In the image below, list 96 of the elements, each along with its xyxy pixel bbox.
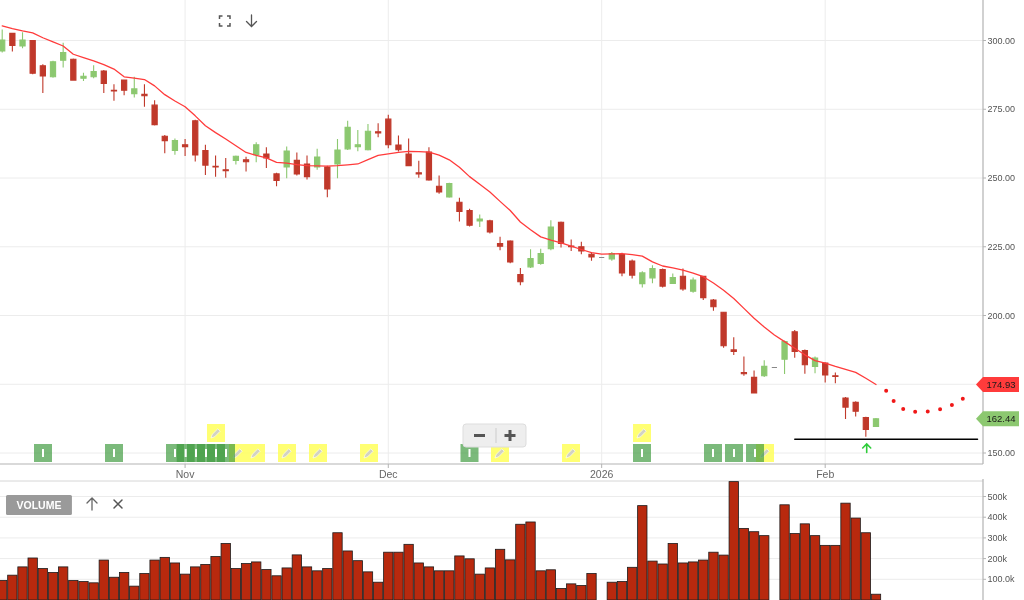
candlestick xyxy=(689,277,697,294)
candlestick xyxy=(131,76,138,98)
candlestick xyxy=(822,361,829,384)
y-tick-label: 300k xyxy=(987,533,1008,544)
candlestick xyxy=(9,32,16,53)
candlestick xyxy=(19,31,26,49)
y-tick-label: 100.0k xyxy=(987,574,1016,585)
candlestick xyxy=(161,134,168,154)
candlestick xyxy=(517,267,524,286)
candlestick xyxy=(791,329,798,359)
candlestick xyxy=(354,129,361,152)
candlestick xyxy=(222,157,229,179)
y-tick-label: 400k xyxy=(987,512,1008,523)
text: 162.44 xyxy=(986,413,1016,425)
candlestick xyxy=(283,145,290,179)
candlestick xyxy=(750,369,758,395)
candlestick xyxy=(435,174,443,195)
candlestick xyxy=(80,72,87,82)
candlestick xyxy=(862,416,869,438)
candlestick xyxy=(649,264,656,284)
candlestick xyxy=(446,182,453,199)
candlestick xyxy=(171,137,179,156)
text: VOLUME xyxy=(16,498,62,511)
candlestick xyxy=(639,270,646,288)
candlestick xyxy=(761,359,768,378)
y-tick-label: 300.00 xyxy=(987,35,1016,46)
candlestick xyxy=(456,197,463,222)
candlestick xyxy=(527,248,534,269)
candlestick xyxy=(293,151,300,177)
candlestick xyxy=(120,79,128,96)
candlestick xyxy=(720,311,727,349)
candlestick xyxy=(181,138,189,157)
y-tick-label: 200k xyxy=(987,553,1008,564)
candlestick xyxy=(263,146,270,169)
y-tick-label: 200.00 xyxy=(987,310,1016,321)
candlestick xyxy=(110,83,118,102)
candlestick xyxy=(395,134,402,153)
candlestick xyxy=(242,156,250,172)
candlestick xyxy=(29,39,36,75)
candlestick xyxy=(679,267,687,292)
candlestick xyxy=(618,252,626,277)
candlestick xyxy=(730,336,737,356)
candlestick xyxy=(669,272,676,285)
candlestick xyxy=(476,214,483,228)
candlestick xyxy=(90,64,97,79)
candlestick xyxy=(659,267,666,288)
candlestick xyxy=(842,396,849,420)
candlestick xyxy=(507,239,514,264)
text: 174.93 xyxy=(986,378,1016,390)
y-tick-label: 275.00 xyxy=(987,104,1016,115)
y-tick-label: 250.00 xyxy=(987,173,1016,184)
y-tick-label: 150.00 xyxy=(987,448,1016,459)
candlestick xyxy=(537,248,544,266)
candlestick xyxy=(832,371,839,384)
line-series xyxy=(1,25,877,386)
candlestick xyxy=(70,57,77,82)
x-tick-label: Nov xyxy=(175,468,196,480)
candlestick xyxy=(100,69,107,94)
candlestick xyxy=(202,144,209,176)
candlestick xyxy=(60,42,67,68)
candlestick xyxy=(385,114,392,149)
candlestick xyxy=(710,298,717,312)
x-tick-label: 2026 xyxy=(589,468,614,480)
candlestick xyxy=(303,154,311,180)
candlestick xyxy=(547,219,555,251)
y-tick-label: 500k xyxy=(987,491,1008,502)
candlestick xyxy=(232,154,240,166)
candlestick xyxy=(872,417,880,428)
candlestick xyxy=(273,172,280,187)
candlestick xyxy=(212,154,219,178)
candlestick xyxy=(700,275,707,301)
candlestick xyxy=(39,63,46,94)
candlestick xyxy=(781,339,788,375)
candlestick xyxy=(801,349,809,375)
candlestick xyxy=(852,400,859,417)
candlestick xyxy=(192,119,199,163)
candlestick xyxy=(496,236,504,251)
candlestick xyxy=(415,160,422,179)
y-tick-label: 225.00 xyxy=(987,241,1016,252)
candlestick xyxy=(588,251,595,262)
candlestick xyxy=(364,123,372,152)
candlestick xyxy=(344,120,351,151)
candlestick xyxy=(253,141,260,163)
x-tick-label: Feb xyxy=(816,468,835,480)
candlestick xyxy=(334,138,341,179)
candlestick xyxy=(466,208,473,227)
x-tick-label: Dec xyxy=(378,468,398,480)
candlestick xyxy=(740,355,748,377)
candlestick xyxy=(374,122,382,138)
candlestick xyxy=(151,99,158,127)
candlestick xyxy=(324,165,331,198)
candlestick xyxy=(486,219,494,235)
candlestick xyxy=(0,28,6,54)
candlestick xyxy=(405,137,412,167)
candlestick xyxy=(629,258,636,279)
candlestick xyxy=(141,83,148,108)
